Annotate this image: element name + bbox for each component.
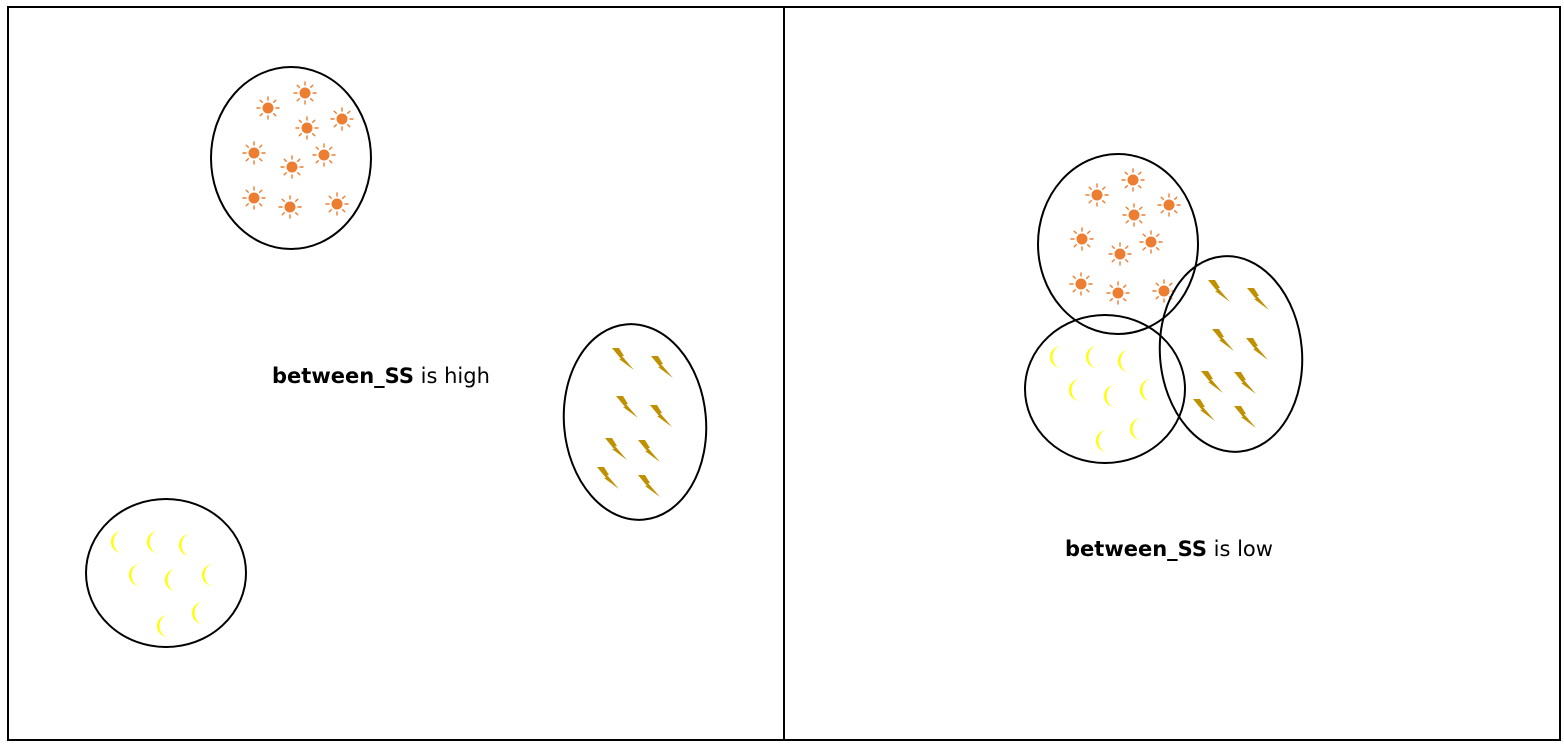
sun-icon <box>280 155 304 179</box>
cluster-sun <box>1037 153 1199 335</box>
crescent-moon-icon <box>165 569 176 591</box>
crescent-moon-icon <box>202 564 213 586</box>
sun-icon <box>1139 230 1163 254</box>
cluster-moon <box>85 498 247 648</box>
crescent-moon-icon <box>1086 346 1097 368</box>
crescent-moon-icon <box>129 564 140 586</box>
lightning-bolt-icon <box>650 405 672 427</box>
panel-low: between_SS is low <box>1024 153 1304 561</box>
lightning-bolt-icon <box>597 467 619 489</box>
panel-high: between_SS is high <box>85 66 708 648</box>
caption-high: between_SS is high <box>272 364 490 388</box>
crescent-moon-icon <box>1118 350 1129 372</box>
sun-icon <box>1121 168 1145 192</box>
sun-icon <box>1157 193 1181 217</box>
crescent-moon-icon <box>157 615 168 637</box>
cluster-moon <box>1024 314 1186 464</box>
lightning-bolt-icon <box>1201 371 1223 393</box>
lightning-bolt-icon <box>616 396 638 418</box>
sun-icon <box>256 96 280 120</box>
cluster-sun <box>210 66 372 250</box>
crescent-moon-icon <box>1050 346 1061 368</box>
crescent-moon-icon <box>111 531 122 553</box>
sun-icon <box>1122 203 1146 227</box>
crescent-moon-icon <box>1130 418 1141 440</box>
crescent-moon-icon <box>192 602 203 624</box>
lightning-bolt-icon <box>1212 329 1234 351</box>
cluster-lightning <box>1158 255 1304 453</box>
caption-bold: between_SS <box>272 364 414 388</box>
sun-icon <box>325 192 349 216</box>
sun-icon <box>1106 281 1130 305</box>
lightning-bolt-icon <box>1234 406 1256 428</box>
cluster-boundary <box>1158 255 1304 453</box>
sun-icon <box>330 107 354 131</box>
lightning-bolt-icon <box>1193 399 1215 421</box>
caption-rest: is high <box>414 364 490 388</box>
cluster-boundary <box>1037 153 1199 335</box>
sun-icon <box>278 195 302 219</box>
crescent-moon-icon <box>179 534 190 556</box>
cluster-boundary <box>210 66 372 250</box>
lightning-bolt-icon <box>1234 372 1256 394</box>
sun-icon <box>293 81 317 105</box>
crescent-moon-icon <box>1069 379 1080 401</box>
sun-icon <box>1070 227 1094 251</box>
lightning-bolt-icon <box>1208 280 1230 302</box>
sun-icon <box>1108 242 1132 266</box>
lightning-bolt-icon <box>1246 338 1268 360</box>
sun-icon <box>1152 279 1176 303</box>
lightning-bolt-icon <box>612 348 634 370</box>
lightning-bolt-icon <box>605 438 627 460</box>
cluster-boundary <box>1024 314 1186 464</box>
cluster-lightning <box>562 323 708 521</box>
caption-rest: is low <box>1207 537 1273 561</box>
lightning-bolt-icon <box>638 440 660 462</box>
cluster-boundary <box>562 323 708 521</box>
lightning-bolt-icon <box>638 475 660 497</box>
caption-bold: between_SS <box>1065 537 1207 561</box>
sun-icon <box>242 141 266 165</box>
sun-icon <box>242 186 266 210</box>
crescent-moon-icon <box>1140 379 1151 401</box>
sun-icon <box>1085 183 1109 207</box>
crescent-moon-icon <box>1104 385 1115 407</box>
crescent-moon-icon <box>1096 430 1107 452</box>
sun-icon <box>1069 272 1093 296</box>
crescent-moon-icon <box>147 531 158 553</box>
sun-icon <box>312 143 336 167</box>
lightning-bolt-icon <box>651 356 673 378</box>
caption-low: between_SS is low <box>1065 537 1273 561</box>
sun-icon <box>295 116 319 140</box>
cluster-boundary <box>85 498 247 648</box>
lightning-bolt-icon <box>1247 288 1269 310</box>
